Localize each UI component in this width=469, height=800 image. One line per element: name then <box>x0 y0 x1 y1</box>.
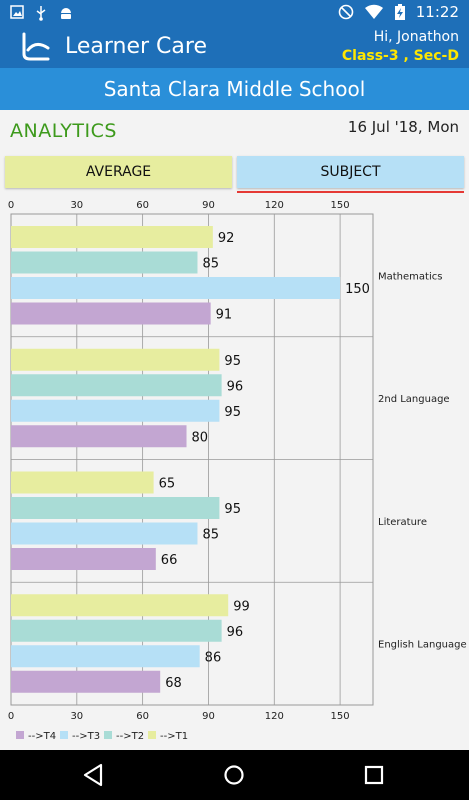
bar-value-label: 95 <box>224 502 241 517</box>
bar-value-label: 66 <box>161 553 178 568</box>
bar-t1-2 <box>11 471 154 494</box>
legend-swatch <box>60 731 68 739</box>
x-tick-label-bottom: 30 <box>70 711 83 722</box>
bar-value-label: 85 <box>202 257 219 272</box>
legend-label: -->T1 <box>160 731 188 742</box>
x-tick-label-top: 120 <box>265 200 284 211</box>
status-time: 11:22 <box>415 3 459 21</box>
legend-swatch <box>104 731 112 739</box>
x-tick-label-bottom: 0 <box>8 711 14 722</box>
bar-t3-1 <box>11 399 220 422</box>
bar-t2-2 <box>11 497 220 519</box>
bar-value-label: 150 <box>345 282 370 297</box>
back-icon[interactable] <box>81 762 107 788</box>
android-icon <box>61 8 71 19</box>
wifi-icon <box>364 4 383 20</box>
app-bar: Learner Care Hi, Jonathon Class-3 , Sec-… <box>0 26 469 68</box>
bar-t4-3 <box>11 670 161 693</box>
tab-subject[interactable]: SUBJECT <box>237 156 464 188</box>
bar-t2-3 <box>11 619 222 642</box>
bar-value-label: 96 <box>227 379 244 394</box>
app-title: Learner Care <box>65 34 208 59</box>
bar-t3-2 <box>11 522 198 545</box>
tab-average[interactable]: AVERAGE <box>5 156 232 188</box>
legend-label: -->T4 <box>28 731 56 742</box>
bar-value-label: 91 <box>216 308 233 323</box>
subject-bar-chart: 92 85 150 91 95 96 95 80 65 95 85 66 99 96 86 68 0 30 60 9… <box>8 200 467 742</box>
bar-value-label: 92 <box>218 231 235 246</box>
bar-t4-1 <box>11 425 187 448</box>
bar-t2-1 <box>11 374 222 397</box>
x-tick-label-top: 90 <box>202 200 215 211</box>
category-label: 2nd Language <box>378 394 450 405</box>
x-tick-label-top: 0 <box>8 200 14 211</box>
bar-t1-1 <box>11 348 220 371</box>
legend-swatch <box>16 731 24 739</box>
navigation-bar <box>0 750 469 800</box>
x-tick-label-top: 60 <box>136 200 149 211</box>
bar-value-label: 80 <box>192 430 209 445</box>
recents-icon[interactable] <box>361 762 387 788</box>
bar-value-label: 85 <box>202 528 219 543</box>
image-icon <box>10 5 24 19</box>
bar-value-label: 65 <box>159 477 176 492</box>
status-bar: 11:22 <box>0 0 469 26</box>
usb-icon <box>36 6 46 21</box>
battery-charging-icon <box>394 4 405 20</box>
x-tick-label-top: 30 <box>70 200 83 211</box>
legend-swatch <box>148 731 156 739</box>
bar-t4-2 <box>11 548 156 570</box>
section-title: ANALYTICS <box>10 120 117 142</box>
x-tick-label-top: 150 <box>331 200 350 211</box>
legend-label: -->T2 <box>116 731 144 742</box>
bar-value-label: 68 <box>165 676 182 691</box>
bar-t1-3 <box>11 594 229 617</box>
do-not-disturb-icon <box>338 4 354 20</box>
bar-value-label: 99 <box>233 599 250 614</box>
bar-t3-3 <box>11 645 200 668</box>
x-tick-label-bottom: 150 <box>331 711 350 722</box>
bar-value-label: 96 <box>227 625 244 640</box>
school-name-bar: Santa Clara Middle School <box>0 68 469 110</box>
selected-tab-indicator <box>237 191 464 193</box>
date-label: 16 Jul '18, Mon <box>347 118 459 136</box>
learner-care-logo-icon <box>22 32 50 61</box>
x-tick-label-bottom: 120 <box>265 711 284 722</box>
bar-value-label: 86 <box>205 650 222 665</box>
legend-label: -->T3 <box>72 731 100 742</box>
category-label: Mathematics <box>378 271 442 282</box>
class-info: Class-3 , Sec-D <box>341 48 459 64</box>
x-tick-label-bottom: 90 <box>202 711 215 722</box>
bar-t4-0 <box>11 302 211 325</box>
user-greeting: Hi, Jonathon <box>373 29 459 45</box>
x-tick-label-bottom: 60 <box>136 711 149 722</box>
bar-t3-0 <box>11 277 341 299</box>
bar-t1-0 <box>11 226 213 248</box>
home-icon[interactable] <box>221 762 247 788</box>
bar-t2-0 <box>11 251 198 274</box>
category-label: English Language <box>378 640 467 651</box>
category-label: Literature <box>378 517 427 528</box>
bar-value-label: 95 <box>224 405 241 420</box>
bar-value-label: 95 <box>224 354 241 369</box>
